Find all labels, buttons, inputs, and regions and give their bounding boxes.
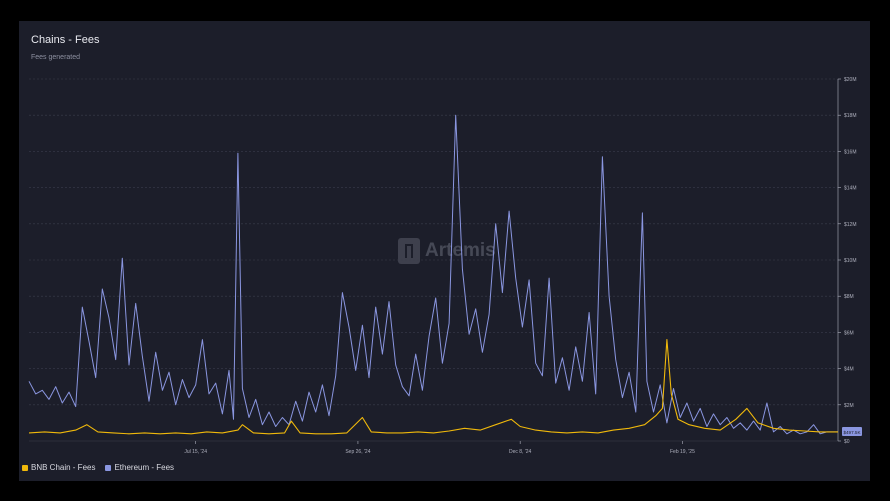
watermark: Artemis xyxy=(398,238,496,264)
legend-item-eth[interactable]: Ethereum - Fees xyxy=(105,463,174,472)
y-tick-label: $6M xyxy=(844,330,854,336)
legend: BNB Chain - Fees Ethereum - Fees xyxy=(22,463,174,472)
chart-title: Chains - Fees xyxy=(31,34,100,46)
y-tick-label: $10M xyxy=(844,258,857,264)
y-tick-label: $2M xyxy=(844,403,854,409)
legend-swatch-bnb xyxy=(22,464,28,471)
bnb-fees-line xyxy=(28,339,838,435)
x-tick-label: Sep 26, '24 xyxy=(345,449,370,455)
artemis-logo-icon xyxy=(398,238,420,264)
y-tick-label: $14M xyxy=(844,186,857,192)
x-tick-label: Jul 15, '24 xyxy=(184,449,207,455)
x-tick-label: Feb 19, '25 xyxy=(670,449,695,455)
y-tick-label: $20M xyxy=(844,77,857,83)
y-tick-label: $0 xyxy=(844,439,850,445)
x-tick-label: Dec 8, '24 xyxy=(509,449,532,455)
legend-label-eth: Ethereum - Fees xyxy=(114,463,175,472)
y-tick-label: $18M xyxy=(844,113,857,119)
ethereum-fees-line xyxy=(28,114,838,435)
y-tick-label: $12M xyxy=(844,222,857,228)
last-value-tag xyxy=(842,426,862,436)
y-tick-label: $4M xyxy=(844,367,854,373)
y-tick-label: $16M xyxy=(844,149,857,155)
last-value-label: $497.5K xyxy=(843,430,861,435)
chart-panel xyxy=(19,21,870,481)
chart-subtitle: Fees generated xyxy=(31,54,81,61)
watermark-text: Artemis xyxy=(425,240,496,261)
legend-swatch-eth xyxy=(105,464,112,471)
y-tick-label: $8M xyxy=(844,294,854,300)
legend-label-bnb: BNB Chain - Fees xyxy=(31,463,96,472)
legend-item-bnb[interactable]: BNB Chain - Fees xyxy=(22,463,95,472)
